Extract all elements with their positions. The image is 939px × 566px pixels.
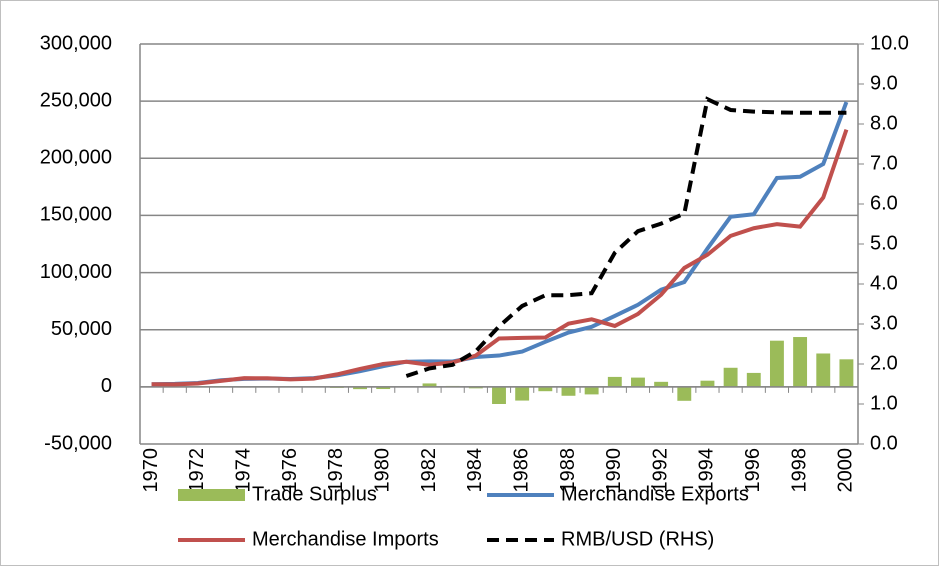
x-tick-label: 2000 [835, 448, 857, 493]
y2-tick-label: 4.0 [870, 272, 898, 294]
bar [654, 381, 669, 387]
bar [839, 359, 854, 387]
bar [515, 386, 530, 401]
bar [561, 386, 576, 396]
y-tick-label: 200,000 [40, 147, 112, 169]
bar [492, 386, 506, 404]
y2-tick-label: 5.0 [870, 232, 898, 254]
bar [538, 386, 553, 392]
x-tick-label: 1986 [510, 448, 532, 493]
y2-tick-label: 0.0 [870, 432, 898, 454]
bar [607, 376, 622, 387]
legend-label: Merchandise Imports [252, 528, 439, 550]
bar [816, 353, 831, 387]
y-tick-label: 100,000 [40, 261, 112, 283]
x-tick-label: 1984 [464, 448, 486, 493]
y2-tick-label: 7.0 [870, 152, 898, 174]
y2-tick-label: 10.0 [870, 32, 909, 54]
y-tick-label: -50,000 [44, 432, 112, 454]
legend-label: RMB/USD (RHS) [561, 528, 714, 550]
x-tick-label: 1990 [603, 448, 625, 493]
y2-tick-label: 3.0 [870, 312, 898, 334]
x-tick-label: 1976 [279, 448, 301, 493]
y2-tick-label: 8.0 [870, 112, 898, 134]
x-tick-label: 1996 [742, 448, 764, 493]
x-tick-label: 1972 [186, 448, 208, 493]
x-tick-label: 1994 [696, 448, 718, 493]
y-tick-label: 300,000 [40, 32, 112, 54]
x-tick-label: 1970 [140, 448, 162, 493]
x-tick-label: 1988 [557, 448, 579, 493]
line [151, 128, 849, 387]
bar [422, 383, 437, 387]
y-tick-label: 150,000 [40, 204, 112, 226]
x-tick-label: 1974 [233, 448, 255, 493]
bar [746, 372, 761, 387]
bar [631, 377, 645, 387]
y2-tick-label: 6.0 [870, 192, 898, 214]
bar [700, 380, 715, 387]
bar [677, 386, 692, 401]
y-tick-label: 50,000 [51, 318, 112, 340]
line [405, 96, 847, 378]
x-tick-label: 1998 [788, 448, 810, 493]
x-tick-label: 1992 [649, 448, 671, 493]
y2-tick-label: 9.0 [870, 72, 898, 94]
bar [723, 367, 738, 387]
x-tick-label: 1980 [371, 448, 393, 493]
y-tick-label: 0 [101, 375, 112, 397]
bar [376, 386, 391, 390]
legend-label: Trade Surplus [252, 483, 377, 505]
x-tick-label: 1978 [325, 448, 347, 493]
y-tick-label: 250,000 [40, 89, 112, 111]
y2-tick-label: 2.0 [870, 352, 898, 374]
y2-tick-label: 1.0 [870, 392, 898, 414]
legend-swatch [178, 489, 245, 501]
bar [793, 337, 808, 387]
bar [584, 386, 599, 395]
bar [769, 340, 784, 387]
x-tick-label: 1982 [418, 448, 440, 493]
bar [353, 386, 367, 390]
legend-label: Merchandise Exports [561, 483, 749, 505]
